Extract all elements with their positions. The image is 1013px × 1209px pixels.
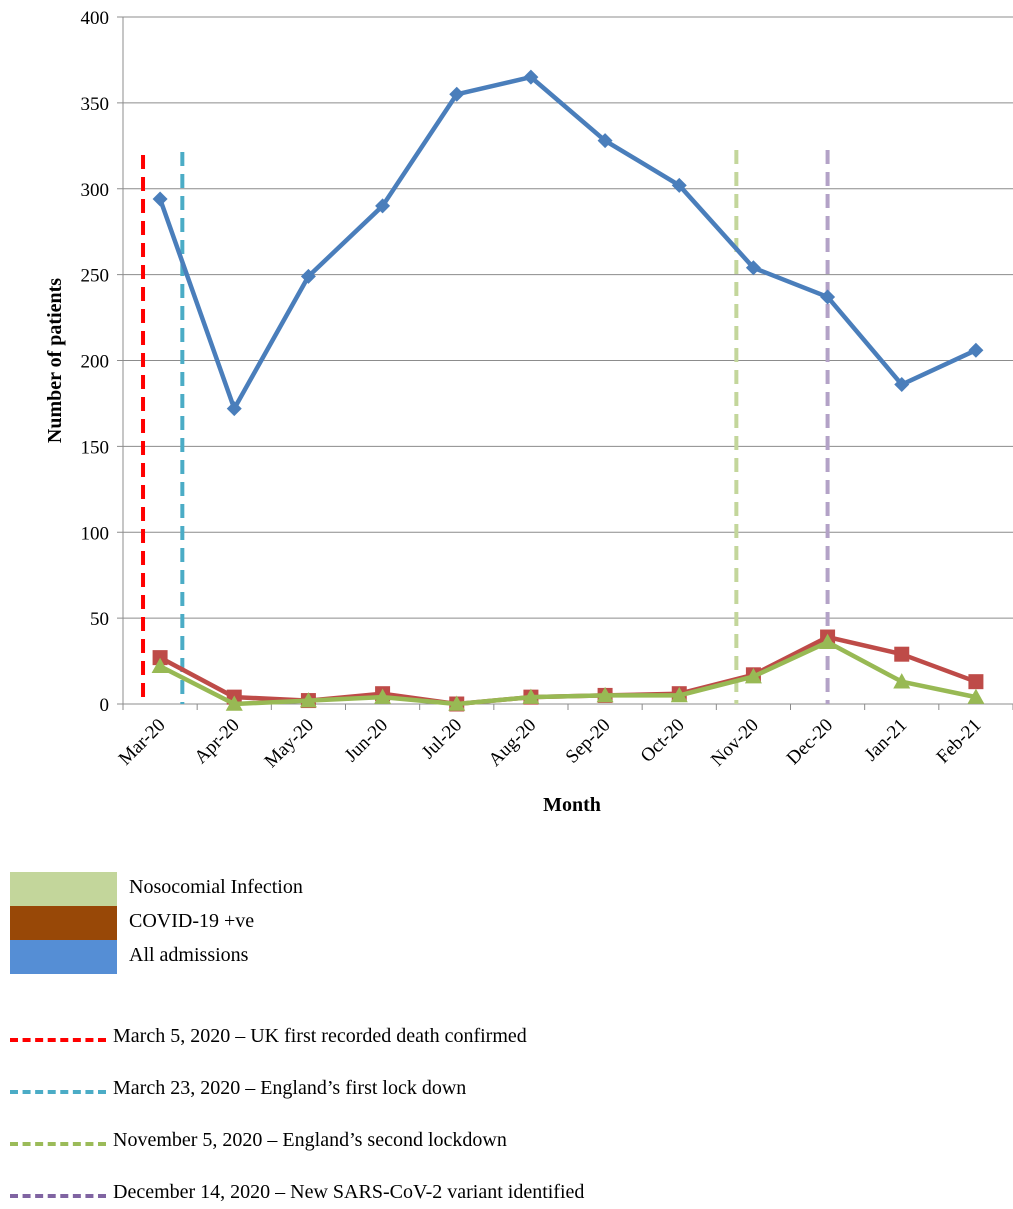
event-item-first-death: March 5, 2020 – UK first recorded death … [10,1025,1010,1053]
x-tick-label: Dec-20 [783,715,837,769]
data-point [522,688,540,704]
y-axis-title: Number of patients [44,278,66,443]
data-point [449,86,465,102]
data-point [893,673,911,689]
event-line-first-lockdown [10,1090,106,1094]
data-point [226,401,242,417]
y-tick-label: 250 [81,266,110,287]
event-label-first-death: March 5, 2020 – UK first recorded death … [113,1025,527,1047]
data-point [597,133,613,149]
legend-item-all-admissions: All admissions [10,940,610,974]
series-line-1 [159,634,977,707]
event-item-first-lockdown: March 23, 2020 – England’s first lock do… [10,1077,1010,1105]
y-tick-label: 400 [81,8,110,29]
data-point [523,69,539,85]
event-label-new-variant: December 14, 2020 – New SARS-CoV-2 varia… [113,1181,585,1203]
event-item-new-variant: December 14, 2020 – New SARS-CoV-2 varia… [10,1181,1010,1209]
data-point [225,695,243,711]
event-line-first-death [10,1038,106,1042]
data-point [596,686,614,703]
x-tick-label: Oct-20 [637,715,689,767]
line-chart: 0 50 100 150 200 250 300 350 400 Mar-20 Apr-20 May-… [44,8,1013,816]
data-point [894,377,910,393]
legend-label-covid-positive: COVID-19 +ve [129,910,255,932]
event-item-second-lockdown: November 5, 2020 – England’s second lock… [10,1129,1010,1157]
x-tick-label: Jul-20 [418,715,466,763]
data-point [968,674,984,690]
data-point [745,260,761,276]
legend-label-all-admissions: All admissions [129,944,249,966]
y-tick-label: 300 [81,180,110,201]
data-point [967,688,985,704]
x-tick-label: Feb-21 [933,715,986,768]
x-tick-label: Jan-21 [861,715,912,766]
legend-label-nosocomial: Nosocomial Infection [129,876,303,898]
data-point [300,268,316,284]
y-tick-label: 100 [81,523,110,544]
legend-swatch-covid-positive [10,906,117,940]
event-line-new-variant [10,1194,106,1198]
data-point [670,686,688,703]
x-tick-label: May-20 [261,715,318,772]
x-tick-label: Nov-20 [707,715,763,771]
legend-item-nosocomial: Nosocomial Infection [10,872,610,906]
data-point [744,668,762,684]
data-point [299,692,317,708]
y-tick-label: 50 [90,609,109,630]
data-point [894,646,910,662]
x-tick-label: Mar-20 [115,715,170,770]
series-line-0 [157,74,977,411]
x-tick-label: Aug-20 [485,715,541,771]
event-label-second-lockdown: November 5, 2020 – England’s second lock… [113,1129,507,1151]
x-tick-label: Sep-20 [562,715,615,768]
data-point [152,650,168,666]
data-point [375,198,391,214]
data-point [819,633,837,649]
legend-swatch-all-admissions [10,940,117,974]
x-tick-label: Apr-20 [190,715,243,768]
legend-swatch-nosocomial [10,872,117,906]
series-line-2 [159,639,977,707]
data-point [448,695,466,711]
event-label-first-lockdown: March 23, 2020 – England’s first lock do… [113,1077,467,1099]
data-point [968,342,984,358]
data-point [152,191,168,207]
y-tick-label: 150 [81,437,110,458]
x-axis-title: Month [543,794,601,816]
y-tick-label: 350 [81,94,110,115]
event-line-second-lockdown [10,1142,106,1146]
x-tick-label: Jun-20 [341,715,392,766]
data-point [374,688,392,704]
legend-item-covid-positive: COVID-19 +ve [10,906,610,940]
data-point [671,177,687,193]
y-tick-label: 0 [100,695,110,716]
data-point [820,289,836,305]
y-tick-label: 200 [81,352,110,373]
data-point [151,657,169,674]
